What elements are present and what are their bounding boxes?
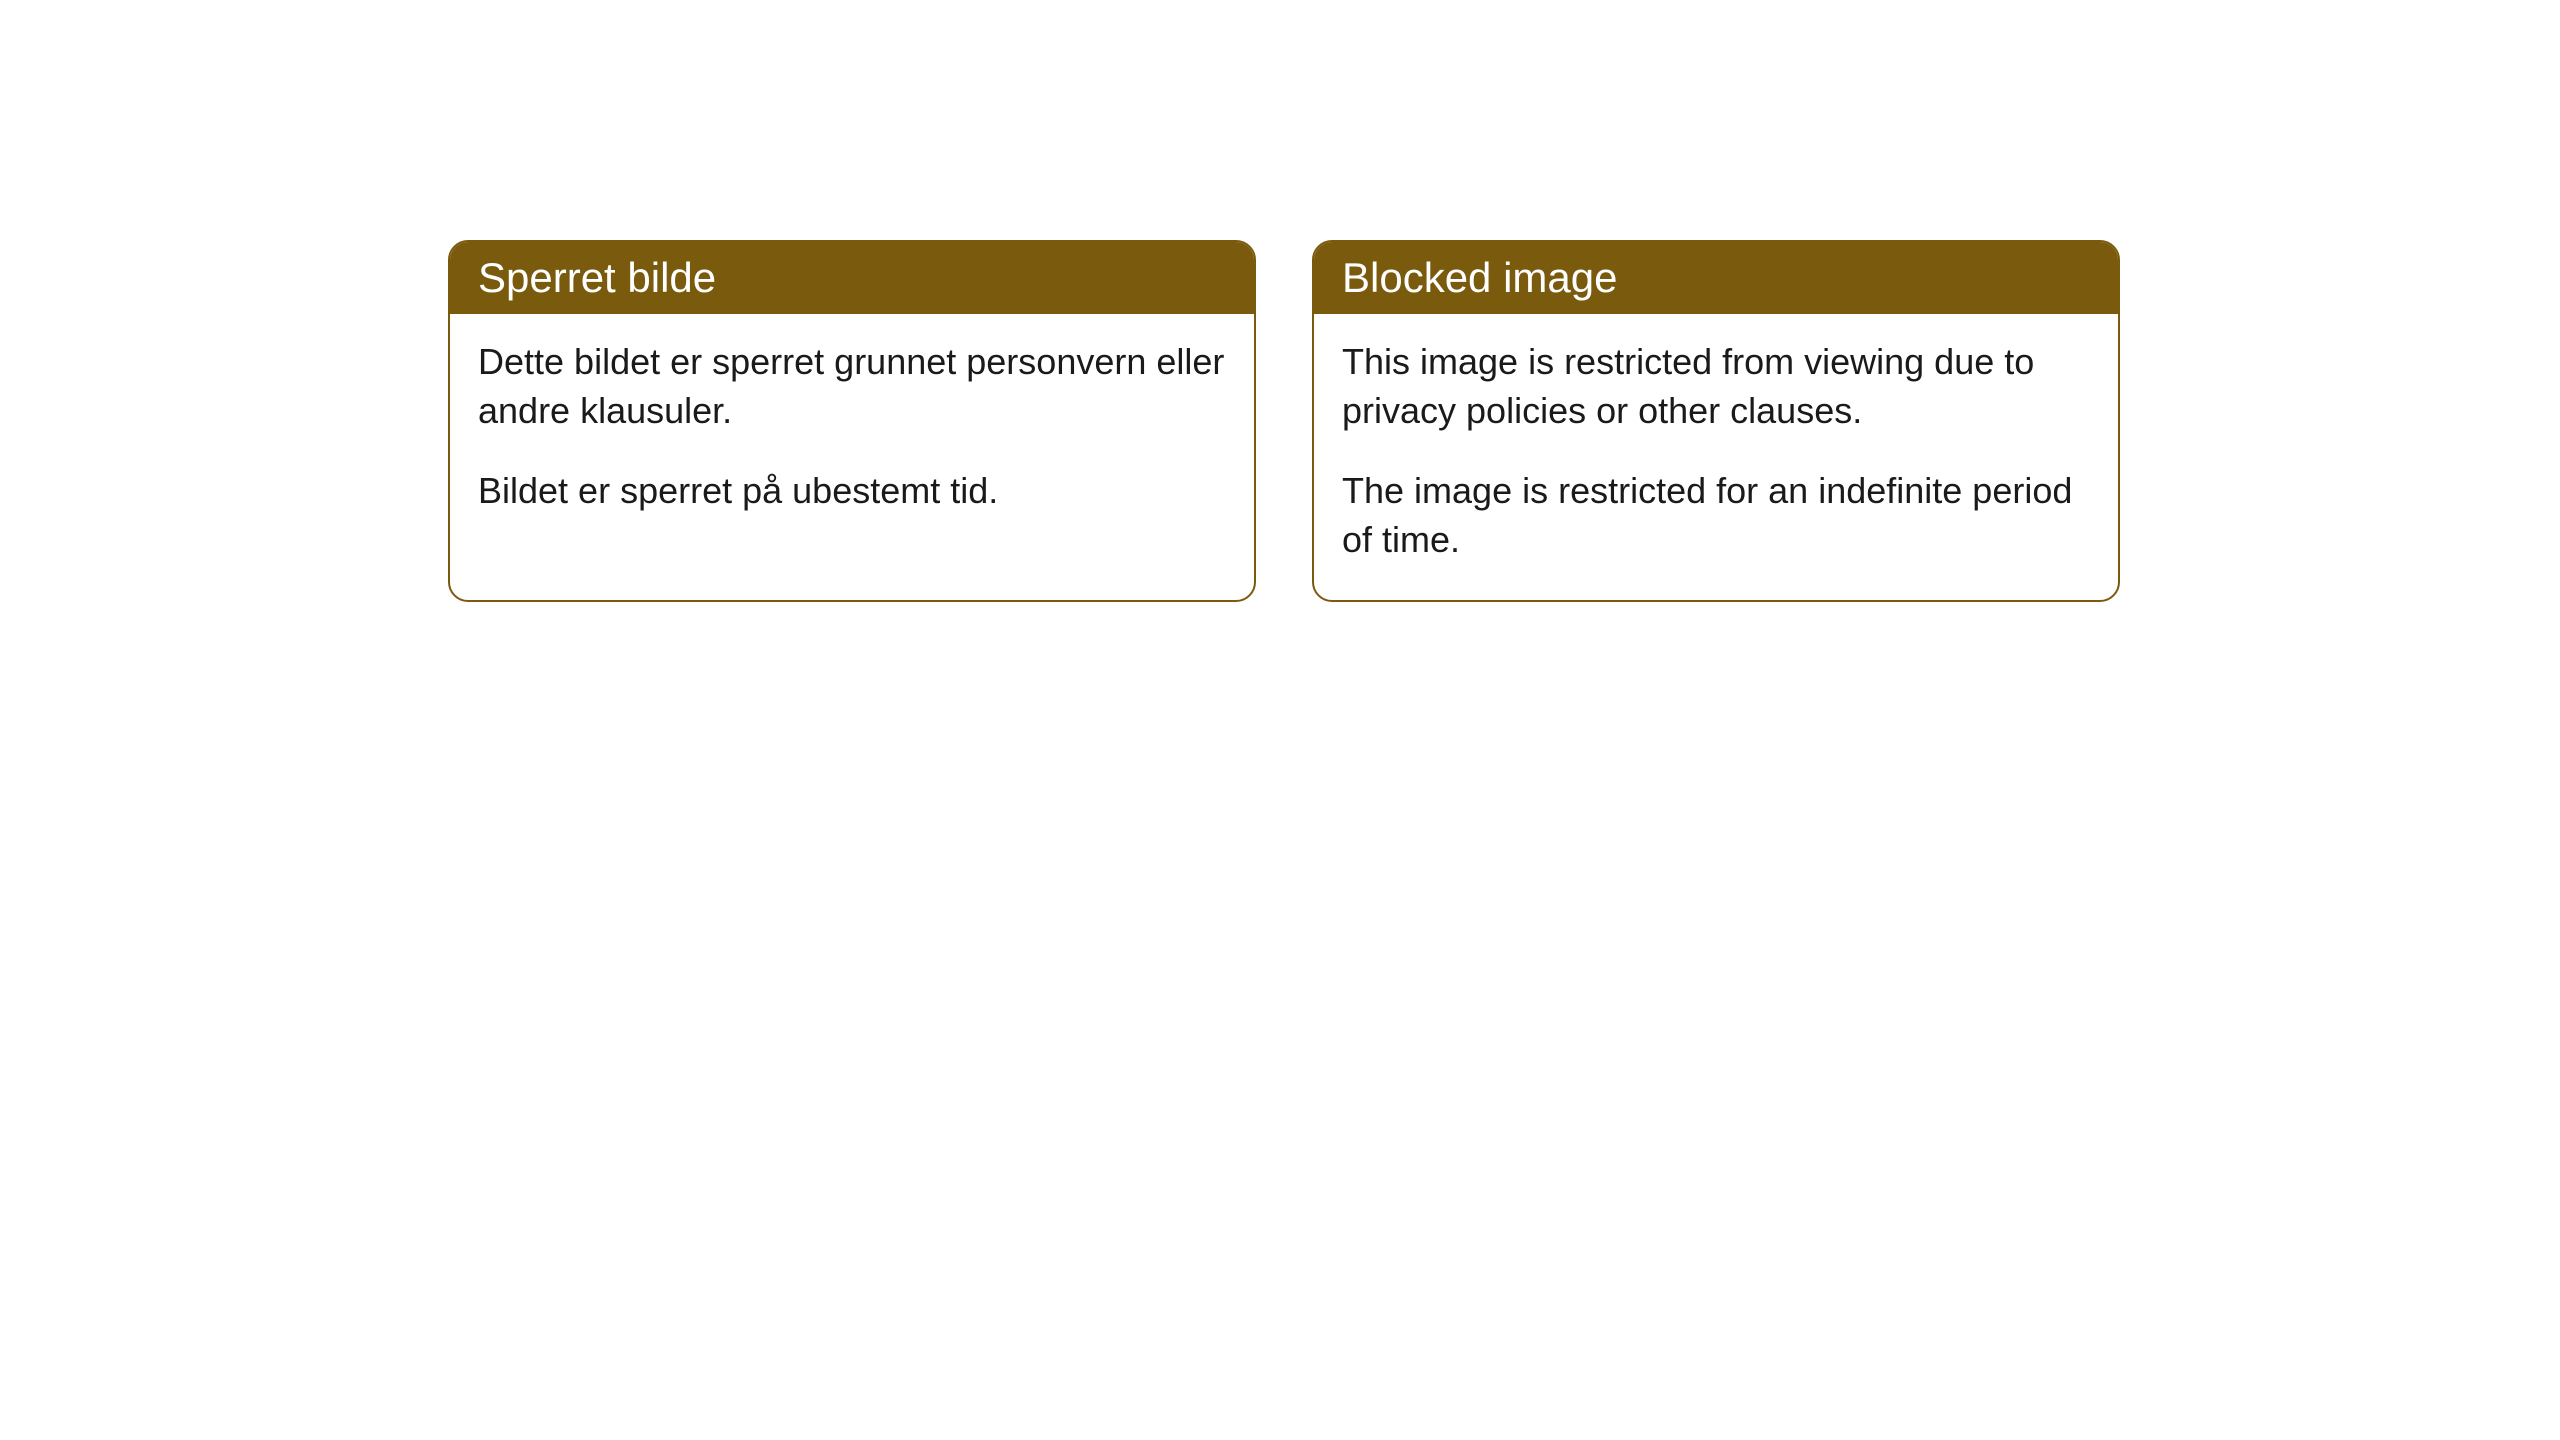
card-title: Blocked image [1342,254,1617,301]
card-header-norwegian: Sperret bilde [450,242,1254,314]
card-paragraph-2: Bildet er sperret på ubestemt tid. [478,467,1226,516]
card-paragraph-2: The image is restricted for an indefinit… [1342,467,2090,564]
card-header-english: Blocked image [1314,242,2118,314]
card-title: Sperret bilde [478,254,716,301]
blocked-image-card-english: Blocked image This image is restricted f… [1312,240,2120,602]
cards-container: Sperret bilde Dette bildet er sperret gr… [0,0,2560,602]
blocked-image-card-norwegian: Sperret bilde Dette bildet er sperret gr… [448,240,1256,602]
card-paragraph-1: This image is restricted from viewing du… [1342,338,2090,435]
card-paragraph-1: Dette bildet er sperret grunnet personve… [478,338,1226,435]
card-body-norwegian: Dette bildet er sperret grunnet personve… [450,314,1254,552]
card-body-english: This image is restricted from viewing du… [1314,314,2118,600]
